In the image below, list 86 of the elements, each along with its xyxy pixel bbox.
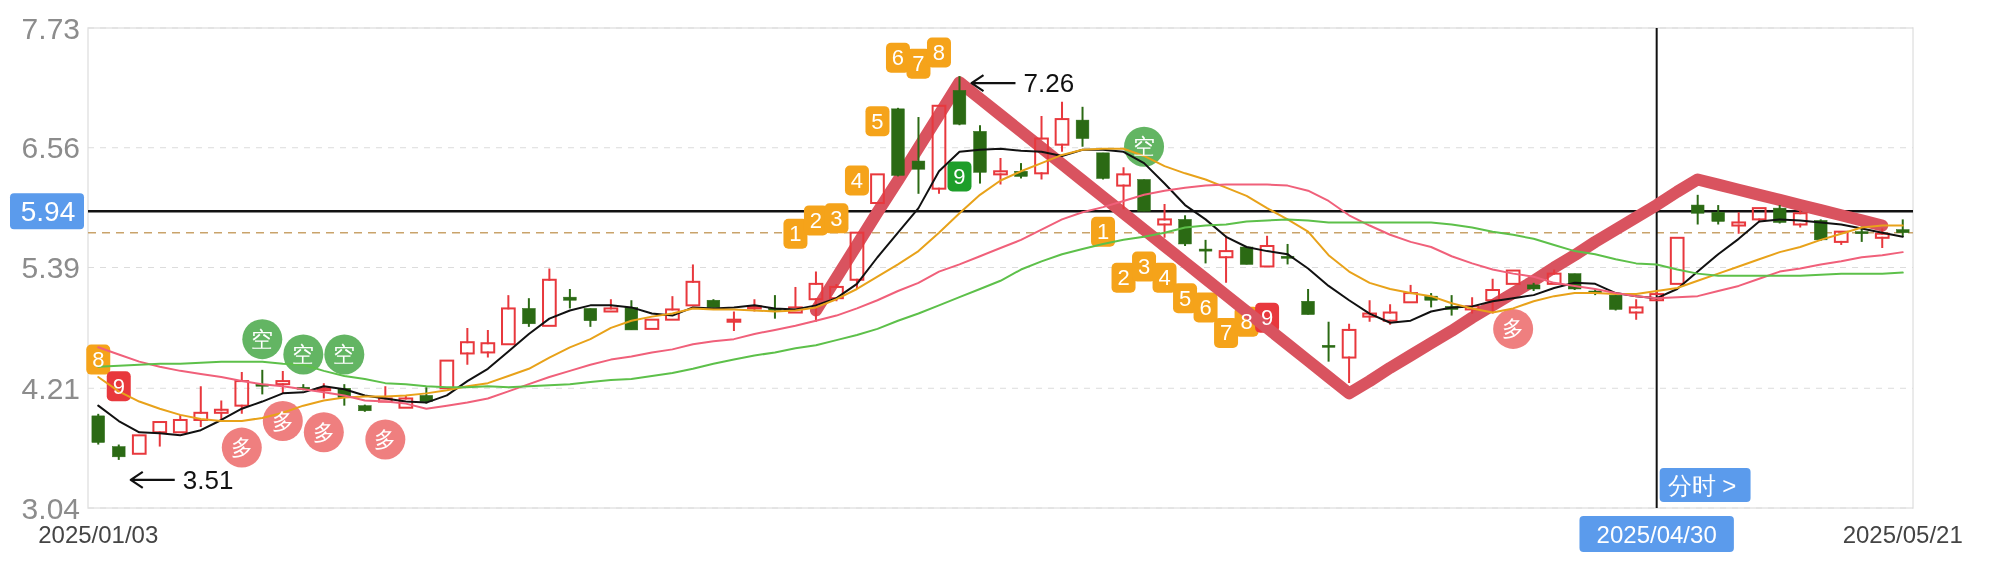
candlestick bbox=[1833, 230, 1849, 245]
y-tick-label: 5.39 bbox=[21, 250, 80, 284]
candlestick bbox=[1731, 212, 1747, 234]
text: 4 bbox=[1158, 265, 1171, 291]
candlestick bbox=[1505, 269, 1521, 285]
text: 8 bbox=[932, 40, 946, 66]
series-label: 9 bbox=[112, 373, 125, 399]
text: 6 bbox=[1199, 294, 1212, 320]
series-label: 5 bbox=[871, 108, 884, 134]
candlestick bbox=[1034, 116, 1049, 180]
candlestick bbox=[665, 296, 680, 321]
text: 多 bbox=[312, 419, 335, 445]
candlestick bbox=[1321, 320, 1336, 363]
series-label: 2 bbox=[809, 207, 823, 233]
series-label: 9 bbox=[953, 163, 966, 189]
candlestick bbox=[685, 264, 701, 307]
candlestick bbox=[1711, 204, 1725, 226]
candlestick bbox=[193, 386, 209, 428]
candlestick bbox=[1075, 105, 1090, 148]
candlestick bbox=[1157, 204, 1172, 238]
text: 7 bbox=[1219, 320, 1233, 346]
series-label: 3 bbox=[1137, 253, 1151, 279]
series-label: 6 bbox=[891, 45, 905, 71]
candlestick bbox=[1198, 238, 1213, 265]
text: 空 bbox=[1133, 134, 1156, 160]
candlestick bbox=[1280, 242, 1295, 266]
candlestick bbox=[1341, 323, 1357, 384]
candlestick bbox=[1259, 235, 1275, 268]
series-label: 1 bbox=[789, 221, 802, 247]
candlestick bbox=[1301, 287, 1315, 316]
ref-line-label: 分时 > bbox=[1667, 471, 1737, 499]
candlestick bbox=[501, 295, 516, 346]
y-tick-label: 4.21 bbox=[21, 371, 80, 405]
series-label: 多 bbox=[230, 435, 253, 461]
x-tick-label: 2025/05/21 bbox=[1842, 520, 1963, 548]
y-tick-label: 7.73 bbox=[21, 11, 80, 45]
candlestick bbox=[788, 286, 803, 314]
candlestick bbox=[911, 116, 926, 195]
candlestick bbox=[583, 307, 597, 328]
text: 5 bbox=[1178, 285, 1192, 311]
text: 1 bbox=[1096, 219, 1110, 245]
candlestick bbox=[808, 271, 824, 322]
candlestick bbox=[1546, 269, 1562, 285]
candlestick bbox=[152, 421, 168, 447]
candlestick bbox=[993, 158, 1008, 185]
text: 空 bbox=[333, 341, 356, 367]
text: 多 bbox=[374, 426, 397, 452]
candlestick bbox=[480, 329, 496, 358]
candlestick bbox=[1464, 297, 1480, 314]
candlestick bbox=[1116, 167, 1131, 210]
candlestick bbox=[1218, 235, 1234, 283]
annotation: 3.51 bbox=[182, 464, 234, 495]
candlestick bbox=[439, 359, 455, 390]
candlestick bbox=[1628, 299, 1644, 320]
candlestick bbox=[131, 434, 147, 455]
candlestick bbox=[644, 318, 660, 330]
candlestick bbox=[1669, 236, 1685, 285]
candlestick bbox=[726, 311, 742, 331]
y-tick-label: 6.56 bbox=[21, 131, 80, 165]
text: 8 bbox=[1240, 309, 1253, 335]
series-label: 4 bbox=[850, 167, 864, 193]
ref-line-label: 5.94 bbox=[20, 195, 76, 227]
candlestick bbox=[870, 173, 885, 205]
candlestick bbox=[1382, 304, 1398, 325]
text: 空 bbox=[292, 341, 315, 367]
candlestick bbox=[1691, 193, 1705, 226]
text: 9 bbox=[1260, 305, 1274, 331]
series-label: 空 bbox=[251, 326, 274, 352]
text: 2 bbox=[1117, 265, 1130, 291]
candlestick bbox=[563, 287, 577, 310]
series-label: 8 bbox=[92, 347, 105, 373]
candlestick bbox=[542, 268, 557, 327]
candlestick bbox=[1403, 284, 1418, 304]
text: 多 bbox=[1502, 316, 1525, 342]
text: 3 bbox=[830, 205, 843, 231]
text: 多 bbox=[271, 408, 294, 434]
candlestick bbox=[1054, 101, 1070, 152]
annotation: 7.26 bbox=[1023, 68, 1075, 99]
candlestick bbox=[1485, 278, 1500, 314]
x-tick-label: 2025/04/30 bbox=[1596, 520, 1717, 548]
candlestick bbox=[931, 104, 947, 194]
series-label: 7 bbox=[912, 51, 925, 77]
candlestick bbox=[522, 297, 536, 328]
candlestick bbox=[460, 327, 475, 365]
candlestick bbox=[1362, 300, 1377, 322]
candlestick bbox=[1792, 210, 1808, 228]
